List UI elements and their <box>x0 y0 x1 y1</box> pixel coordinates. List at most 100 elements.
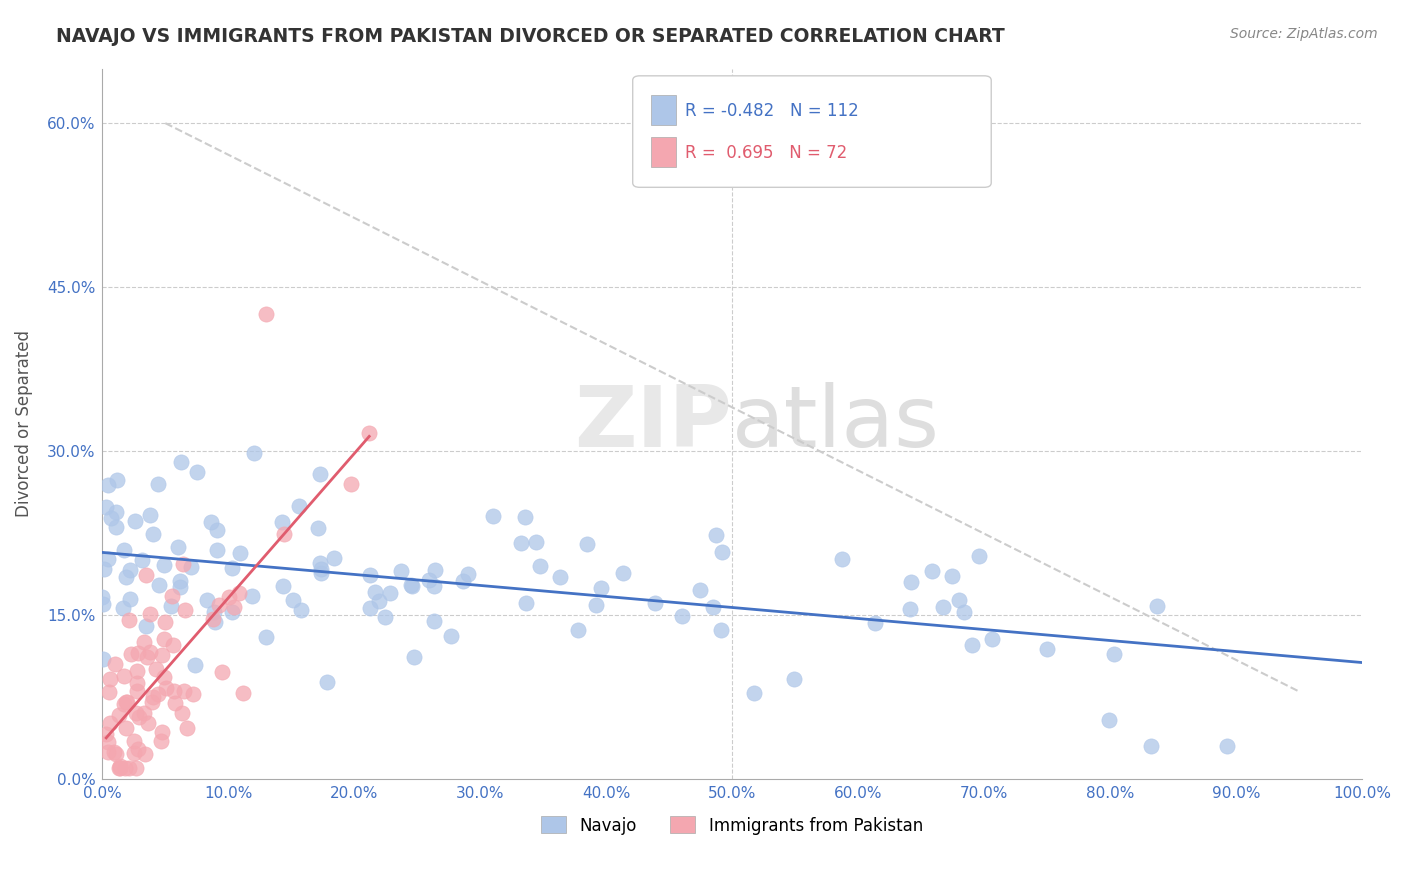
Point <box>242 445 264 459</box>
Point <box>1140 739 1163 753</box>
Point <box>529 559 551 574</box>
Point <box>118 613 141 627</box>
Point <box>153 670 176 684</box>
Point <box>423 579 446 593</box>
Point <box>1104 647 1126 661</box>
Point <box>591 582 613 596</box>
Point <box>863 615 886 630</box>
Point <box>142 690 165 704</box>
Point <box>201 612 224 626</box>
Point <box>112 697 135 711</box>
Point <box>524 534 547 549</box>
Point <box>169 580 191 594</box>
Point <box>169 574 191 588</box>
Point <box>195 592 218 607</box>
Point <box>451 574 474 588</box>
Point <box>138 508 160 522</box>
Point <box>127 676 149 690</box>
Point <box>134 747 156 762</box>
Point <box>401 578 423 592</box>
Point <box>548 569 571 583</box>
Point <box>271 579 294 593</box>
Point <box>1098 713 1121 727</box>
Point <box>153 558 176 573</box>
Point <box>359 425 381 440</box>
Point <box>309 562 332 576</box>
Point <box>112 542 135 557</box>
Point <box>115 721 138 735</box>
Point <box>100 672 122 686</box>
Point <box>97 746 120 760</box>
Point <box>898 602 921 616</box>
Point <box>440 629 463 643</box>
Point <box>114 761 136 775</box>
Point <box>160 589 183 603</box>
Point <box>389 564 412 578</box>
Point <box>104 520 127 534</box>
Point <box>148 577 170 591</box>
Point <box>131 553 153 567</box>
Point <box>364 585 387 599</box>
Point <box>1216 739 1239 753</box>
Point <box>91 590 114 604</box>
Point <box>124 733 146 747</box>
Point <box>132 635 155 649</box>
Point <box>107 708 129 723</box>
Point <box>281 592 304 607</box>
Point <box>221 561 243 575</box>
Point <box>103 745 125 759</box>
Point <box>139 645 162 659</box>
Text: Source: ZipAtlas.com: Source: ZipAtlas.com <box>1230 27 1378 41</box>
Point <box>953 605 976 619</box>
Point <box>308 467 330 481</box>
Point <box>146 687 169 701</box>
Point <box>115 695 138 709</box>
Point <box>368 593 391 607</box>
Point <box>221 605 243 619</box>
Point <box>315 675 337 690</box>
Point <box>124 514 146 528</box>
Point <box>702 599 724 614</box>
Point <box>108 758 131 772</box>
Point <box>1035 641 1057 656</box>
Point <box>948 592 970 607</box>
Point <box>155 681 177 696</box>
Point <box>515 510 537 524</box>
Point <box>423 614 446 628</box>
Point <box>115 695 138 709</box>
Point <box>97 734 120 748</box>
Point <box>132 706 155 721</box>
Point <box>111 601 134 615</box>
Point <box>515 597 537 611</box>
Point <box>146 477 169 491</box>
Point <box>254 307 277 321</box>
Point <box>218 591 240 605</box>
Point <box>118 761 141 775</box>
Point <box>309 556 332 570</box>
Point <box>981 632 1004 647</box>
Text: R =  0.695   N = 72: R = 0.695 N = 72 <box>685 144 846 161</box>
Point <box>585 598 607 612</box>
Point <box>97 477 120 491</box>
Point <box>153 632 176 646</box>
Point <box>900 575 922 590</box>
Point <box>207 543 229 558</box>
Point <box>323 551 346 566</box>
Point <box>742 685 765 699</box>
Point <box>240 590 263 604</box>
Point <box>127 664 149 678</box>
Point <box>401 579 423 593</box>
Point <box>380 586 402 600</box>
Point <box>98 716 121 731</box>
Point <box>115 570 138 584</box>
Point <box>166 540 188 554</box>
Point <box>118 592 141 607</box>
Point <box>170 455 193 469</box>
Point <box>967 549 990 563</box>
Point <box>186 465 208 479</box>
Point <box>110 761 132 775</box>
Point <box>160 599 183 613</box>
Point <box>138 716 160 731</box>
Point <box>575 537 598 551</box>
Point <box>135 567 157 582</box>
